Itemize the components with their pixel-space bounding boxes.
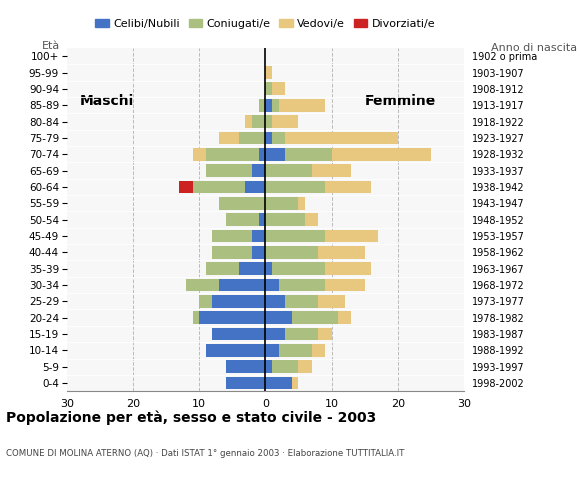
Bar: [252, 229, 266, 242]
Bar: [266, 246, 318, 259]
Legend: Celibi/Nubili, Coniugati/e, Vedovi/e, Divorziati/e: Celibi/Nubili, Coniugati/e, Vedovi/e, Di…: [91, 14, 440, 33]
Bar: [311, 164, 351, 177]
Text: Anno di nascita: Anno di nascita: [491, 43, 577, 53]
Bar: [199, 312, 266, 324]
Bar: [266, 344, 278, 357]
Bar: [338, 312, 351, 324]
Bar: [245, 180, 266, 193]
Text: Popolazione per età, sesso e stato civile - 2003: Popolazione per età, sesso e stato civil…: [6, 410, 376, 425]
Bar: [305, 213, 318, 226]
Bar: [266, 328, 285, 340]
Bar: [252, 164, 266, 177]
Bar: [299, 360, 311, 373]
Bar: [292, 312, 338, 324]
Bar: [212, 229, 252, 242]
Bar: [259, 148, 266, 161]
Bar: [285, 148, 332, 161]
Bar: [318, 328, 332, 340]
Bar: [226, 377, 266, 389]
Bar: [206, 164, 252, 177]
Text: Femmine: Femmine: [365, 94, 436, 108]
Bar: [199, 295, 212, 308]
Bar: [179, 180, 193, 193]
Text: Maschi: Maschi: [80, 94, 134, 108]
Text: Età: Età: [42, 41, 60, 51]
Bar: [266, 99, 272, 111]
Bar: [206, 262, 239, 275]
Bar: [206, 344, 266, 357]
Bar: [325, 262, 371, 275]
Bar: [272, 262, 325, 275]
Bar: [259, 213, 266, 226]
Bar: [272, 132, 285, 144]
Bar: [285, 295, 318, 308]
Bar: [325, 278, 365, 291]
Bar: [266, 278, 278, 291]
Bar: [259, 99, 266, 111]
Bar: [332, 148, 431, 161]
Bar: [226, 360, 266, 373]
Bar: [272, 115, 299, 128]
Bar: [266, 132, 272, 144]
Bar: [266, 377, 292, 389]
Bar: [219, 197, 266, 210]
Bar: [266, 295, 285, 308]
Bar: [318, 246, 365, 259]
Bar: [266, 229, 325, 242]
Bar: [219, 132, 239, 144]
Bar: [278, 344, 311, 357]
Bar: [272, 83, 285, 95]
Bar: [266, 197, 299, 210]
Text: COMUNE DI MOLINA ATERNO (AQ) · Dati ISTAT 1° gennaio 2003 · Elaborazione TUTTITA: COMUNE DI MOLINA ATERNO (AQ) · Dati ISTA…: [6, 449, 404, 458]
Bar: [272, 360, 299, 373]
Bar: [266, 213, 305, 226]
Bar: [193, 180, 245, 193]
Bar: [206, 148, 259, 161]
Bar: [318, 295, 345, 308]
Bar: [266, 360, 272, 373]
Bar: [266, 180, 325, 193]
Bar: [325, 180, 371, 193]
Bar: [299, 197, 305, 210]
Bar: [226, 213, 259, 226]
Bar: [266, 83, 272, 95]
Bar: [278, 99, 325, 111]
Bar: [266, 148, 285, 161]
Bar: [212, 246, 252, 259]
Bar: [292, 377, 299, 389]
Bar: [252, 115, 266, 128]
Bar: [212, 328, 266, 340]
Bar: [285, 328, 318, 340]
Bar: [285, 132, 398, 144]
Bar: [239, 262, 266, 275]
Bar: [311, 344, 325, 357]
Bar: [252, 246, 266, 259]
Bar: [193, 312, 199, 324]
Bar: [266, 115, 272, 128]
Bar: [266, 66, 272, 79]
Bar: [266, 262, 272, 275]
Bar: [239, 132, 266, 144]
Bar: [266, 312, 292, 324]
Bar: [219, 278, 266, 291]
Bar: [212, 295, 266, 308]
Bar: [272, 99, 278, 111]
Bar: [325, 229, 378, 242]
Bar: [186, 278, 219, 291]
Bar: [193, 148, 206, 161]
Bar: [245, 115, 252, 128]
Bar: [266, 164, 311, 177]
Bar: [278, 278, 325, 291]
